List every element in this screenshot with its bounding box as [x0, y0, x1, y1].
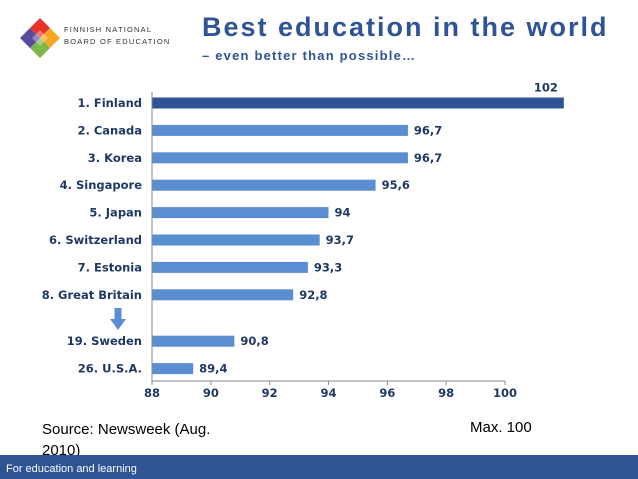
down-arrow-icon [110, 308, 126, 330]
category-label-6: 7. Estonia [78, 260, 142, 274]
footer-text: For education and learning [6, 463, 137, 475]
category-label-1: 2. Canada [77, 123, 142, 137]
ranking-bar-chart: 1. Finland 102 2. Canada 96,7 3. Korea 96,7 4.… [42, 81, 564, 400]
value-label-6: 93,3 [314, 260, 342, 274]
bar-6 [152, 261, 308, 273]
value-label-7: 92,8 [299, 288, 327, 302]
category-label-2: 3. Korea [88, 151, 142, 165]
bar-4 [152, 207, 329, 219]
category-label-0: 1. Finland [78, 96, 142, 110]
x-tick-label-2: 92 [262, 386, 278, 400]
org-name-line1: FINNISH NATIONAL [64, 25, 153, 34]
bar-0 [152, 97, 564, 109]
value-label-9: 89,4 [199, 362, 227, 376]
bar-3 [152, 179, 376, 191]
max-note: Max. 100 [470, 419, 532, 436]
category-label-7: 8. Great Britain [42, 288, 142, 302]
page-title: Best education in the world [202, 12, 609, 42]
bar-1 [152, 124, 408, 136]
bar-8 [152, 335, 235, 347]
value-label-5: 93,7 [326, 233, 354, 247]
footer-bar: For education and learning [0, 455, 638, 479]
category-label-3: 4. Singapore [60, 178, 143, 192]
value-label-2: 96,7 [414, 151, 442, 165]
x-tick-label-4: 96 [379, 386, 395, 400]
bar-9 [152, 363, 194, 375]
value-label-3: 95,6 [382, 178, 410, 192]
category-label-8: 19. Sweden [67, 334, 142, 348]
category-label-9: 26. U.S.A. [78, 362, 142, 376]
category-label-5: 6. Switzerland [49, 233, 142, 247]
x-tick-label-3: 94 [320, 386, 336, 400]
source-note: Source: Newsweek (Aug. 2010) [42, 421, 211, 459]
page-subtitle: – even better than possible… [202, 48, 417, 63]
bar-7 [152, 289, 294, 301]
org-name-line2: BOARD OF EDUCATION [64, 37, 171, 46]
value-label-4: 94 [335, 206, 351, 220]
org-name: FINNISH NATIONAL BOARD OF EDUCATION [64, 24, 170, 48]
value-label-0: 102 [534, 81, 558, 95]
bar-5 [152, 234, 320, 246]
x-tick-label-1: 90 [203, 386, 219, 400]
value-label-8: 90,8 [240, 334, 268, 348]
x-tick-label-0: 88 [144, 386, 160, 400]
bar-2 [152, 152, 408, 164]
x-tick-label-6: 100 [493, 386, 517, 400]
x-tick-label-5: 98 [438, 386, 454, 400]
category-label-4: 5. Japan [89, 206, 142, 220]
fnbe-logo-icon [20, 18, 60, 58]
value-label-1: 96,7 [414, 123, 442, 137]
